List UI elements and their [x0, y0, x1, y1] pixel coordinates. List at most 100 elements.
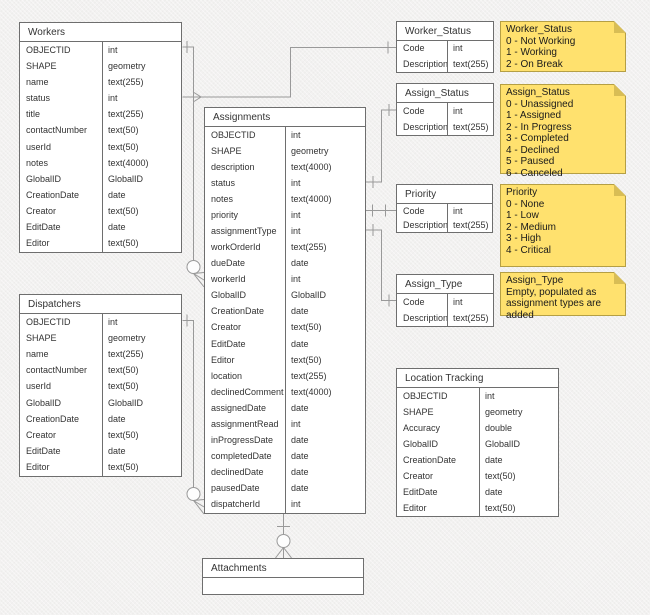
table-dispatchers[interactable]: Dispatchers OBJECTID int SHAPE geometry name t…: [19, 294, 182, 477]
field-row-workOrderId: workOrderId text(255): [205, 240, 365, 256]
field-type: int: [291, 419, 301, 429]
table-location-tracking[interactable]: Location Tracking OBJECTID int SHAPE geometr…: [396, 368, 559, 517]
field-name: Code: [403, 106, 425, 116]
field-name: location: [211, 371, 243, 381]
column-divider: [102, 42, 103, 252]
field-type: int: [453, 206, 463, 216]
field-type: double: [485, 423, 513, 433]
field-row-CreationDate: CreationDate date: [20, 187, 181, 203]
field-name: assignmentType: [211, 227, 277, 236]
table-workers[interactable]: Workers OBJECTID int SHAPE geometry name text(…: [19, 22, 182, 253]
field-type: GlobalID: [291, 291, 327, 301]
table-title-location-tracking: Location Tracking: [397, 369, 558, 388]
field-row-name: name text(255): [20, 74, 181, 90]
field-name: Description: [403, 59, 447, 69]
note-paper: [501, 273, 625, 315]
field-name: Creator: [26, 431, 57, 441]
table-assign-status[interactable]: Assign_Status Code int Description text(255): [396, 83, 494, 136]
field-type: int: [485, 391, 495, 401]
field-name: Code: [403, 297, 425, 307]
field-name: EditDate: [403, 487, 438, 497]
field-row-Code: Code int: [397, 41, 493, 57]
table-priority[interactable]: Priority Code int Description text(255): [396, 184, 493, 233]
field-type: int: [291, 227, 301, 236]
table-assign-type[interactable]: Assign_Type Code int Description text(255): [396, 274, 494, 327]
field-type: date: [291, 259, 309, 269]
table-body-assign-status: Code int Description text(255): [397, 103, 493, 135]
field-row-Creator: Creator text(50): [397, 468, 558, 484]
worker-status-note-text: Worker_Status 0 - Not Working 1 - Workin…: [506, 24, 576, 70]
field-name: CreationDate: [403, 455, 457, 465]
field-row-Code: Code int: [397, 103, 493, 119]
field-row-declinedDate: declinedDate date: [205, 465, 365, 481]
field-name: SHAPE: [26, 61, 57, 71]
field-name: Editor: [26, 239, 50, 249]
field-type: int: [291, 275, 301, 285]
field-type: date: [485, 455, 503, 465]
field-row-userId: userId text(50): [20, 139, 181, 155]
field-name: inProgressDate: [211, 436, 274, 446]
table-body-location-tracking: OBJECTID int SHAPE geometry Accuracy double Gl…: [397, 388, 558, 516]
field-row-Creator: Creator text(50): [20, 427, 181, 443]
field-row-Description: Description text(255): [397, 119, 493, 135]
column-divider: [285, 127, 286, 513]
field-row-assignmentRead: assignmentRead int: [205, 416, 365, 432]
worker-status-note[interactable]: Worker_Status 0 - Not Working 1 - Workin…: [500, 21, 626, 72]
table-attachments[interactable]: Attachments: [202, 558, 364, 595]
field-row-userId: userId text(50): [20, 379, 181, 395]
field-name: SHAPE: [211, 146, 242, 156]
field-name: title: [26, 110, 41, 120]
field-type: text(50): [108, 239, 139, 249]
field-type: int: [108, 45, 118, 55]
field-row-Creator: Creator text(50): [20, 204, 181, 220]
connector-workers-workerstatus[interactable]: [182, 41, 397, 102]
table-worker-status[interactable]: Worker_Status Code int Description text(255): [396, 21, 494, 73]
field-type: text(50): [108, 207, 139, 217]
table-body-priority: Code int Description text(255): [397, 204, 492, 232]
field-name: Description: [403, 313, 447, 323]
field-row-EditDate: EditDate date: [20, 444, 181, 460]
field-type: int: [453, 297, 463, 307]
table-title-priority: Priority: [397, 185, 492, 204]
field-name: declinedComment: [211, 387, 284, 397]
field-row-GlobalID: GlobalID GlobalID: [397, 436, 558, 452]
field-type: date: [291, 468, 309, 478]
assign-type-note-text: Assign_Type Empty, populated as assignme…: [506, 275, 602, 321]
field-type: text(255): [108, 350, 144, 359]
table-assignments[interactable]: Assignments OBJECTID int SHAPE geometry descr…: [204, 107, 366, 514]
field-name: assignedDate: [211, 403, 267, 413]
field-name: Code: [403, 44, 425, 54]
field-name: GlobalID: [211, 291, 247, 301]
connector-assignments-attachments[interactable]: [275, 514, 292, 559]
connector-dispatchers-assignments[interactable]: [182, 314, 205, 515]
field-row-contactNumber: contactNumber text(50): [20, 363, 181, 379]
field-type: text(255): [453, 122, 489, 132]
field-row-completedDate: completedDate date: [205, 449, 365, 465]
connector-assignments-assignstatus[interactable]: [366, 104, 396, 188]
connector-assignments-assigntype[interactable]: [366, 224, 396, 307]
field-type: text(4000): [291, 194, 332, 204]
field-type: text(255): [291, 371, 327, 381]
field-name: priority: [211, 210, 239, 220]
assign-type-note[interactable]: Assign_Type Empty, populated as assignme…: [500, 272, 626, 321]
field-row-status: status int: [20, 90, 181, 106]
field-name: name: [26, 77, 49, 87]
field-row-CreationDate: CreationDate date: [20, 411, 181, 427]
connector-workers-assignments[interactable]: [182, 41, 205, 288]
field-type: text(4000): [108, 158, 149, 168]
table-title-attachments: Attachments: [203, 559, 363, 578]
field-row-OBJECTID: OBJECTID int: [20, 314, 181, 330]
table-body-attachments: [203, 578, 363, 594]
field-row-SHAPE: SHAPE geometry: [397, 404, 558, 420]
connector-assignments-priority[interactable]: [366, 204, 396, 217]
field-name: GlobalID: [26, 174, 62, 184]
field-name: userId: [26, 382, 52, 392]
assign-status-note[interactable]: Assign_Status 0 - Unassigned 1 - Assigne…: [500, 84, 626, 179]
field-name: assignmentRead: [211, 419, 279, 429]
field-name: CreationDate: [26, 190, 80, 200]
field-row-Description: Description text(255): [397, 218, 492, 232]
priority-note[interactable]: Priority 0 - None 1 - Low 2 - Medium 3 -…: [500, 184, 626, 267]
field-type: text(50): [291, 323, 322, 333]
field-type: text(255): [453, 220, 489, 230]
